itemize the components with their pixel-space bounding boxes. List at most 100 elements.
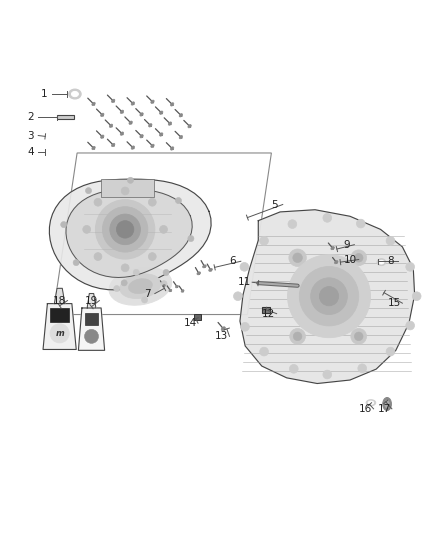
Ellipse shape [203, 265, 206, 268]
Bar [50, 308, 69, 322]
Circle shape [299, 266, 359, 326]
Ellipse shape [176, 285, 178, 288]
Ellipse shape [209, 268, 212, 271]
Ellipse shape [377, 259, 386, 265]
Circle shape [289, 249, 306, 266]
Circle shape [159, 225, 167, 233]
Ellipse shape [162, 285, 165, 287]
Ellipse shape [181, 290, 184, 292]
Circle shape [406, 321, 414, 330]
Text: 9: 9 [343, 240, 350, 249]
Text: 12: 12 [262, 309, 276, 319]
Text: 1: 1 [41, 89, 48, 99]
Circle shape [102, 207, 148, 252]
Circle shape [94, 198, 102, 206]
Ellipse shape [120, 110, 124, 114]
Ellipse shape [168, 122, 172, 125]
Circle shape [95, 200, 155, 259]
Circle shape [357, 219, 365, 228]
Ellipse shape [197, 272, 201, 275]
Ellipse shape [109, 267, 172, 305]
Circle shape [61, 222, 67, 228]
Bar [194, 314, 201, 320]
Ellipse shape [128, 279, 152, 294]
Polygon shape [66, 189, 192, 278]
Circle shape [412, 292, 421, 301]
Circle shape [406, 262, 414, 271]
Ellipse shape [120, 274, 161, 298]
Ellipse shape [159, 133, 163, 136]
Circle shape [114, 286, 120, 292]
Circle shape [73, 260, 79, 265]
Ellipse shape [112, 99, 115, 102]
Ellipse shape [383, 398, 392, 410]
Bar [57, 115, 74, 119]
Polygon shape [49, 179, 211, 290]
Circle shape [85, 329, 99, 343]
Ellipse shape [379, 260, 384, 264]
Circle shape [240, 322, 249, 331]
Circle shape [141, 297, 148, 303]
Circle shape [386, 237, 395, 245]
Polygon shape [240, 210, 415, 384]
Circle shape [290, 365, 298, 373]
Ellipse shape [331, 247, 334, 250]
Circle shape [293, 253, 302, 263]
Circle shape [319, 287, 339, 306]
Circle shape [354, 332, 363, 341]
Circle shape [260, 237, 268, 245]
Ellipse shape [131, 102, 134, 105]
Polygon shape [78, 308, 105, 350]
Circle shape [311, 278, 347, 314]
Ellipse shape [69, 89, 81, 99]
Text: 7: 7 [144, 288, 150, 298]
Text: m: m [55, 329, 64, 338]
Circle shape [133, 269, 139, 276]
Text: 5: 5 [272, 199, 278, 209]
Ellipse shape [92, 102, 95, 106]
Ellipse shape [179, 114, 183, 117]
Ellipse shape [140, 134, 143, 138]
Ellipse shape [366, 400, 376, 406]
Bar [101, 179, 153, 197]
Ellipse shape [110, 124, 113, 127]
Ellipse shape [170, 103, 174, 106]
Circle shape [161, 281, 167, 287]
Text: 4: 4 [27, 147, 34, 157]
Circle shape [290, 328, 305, 344]
Circle shape [188, 236, 194, 241]
Circle shape [293, 332, 302, 341]
Text: 8: 8 [387, 256, 393, 266]
Ellipse shape [120, 132, 124, 135]
Circle shape [175, 198, 181, 204]
Ellipse shape [335, 261, 338, 264]
Circle shape [110, 214, 141, 245]
Ellipse shape [101, 113, 104, 117]
Text: 11: 11 [238, 277, 251, 287]
Ellipse shape [188, 125, 191, 128]
Ellipse shape [129, 121, 132, 124]
Text: 13: 13 [215, 332, 228, 341]
Circle shape [117, 221, 134, 238]
Text: 10: 10 [344, 255, 357, 264]
Ellipse shape [159, 111, 163, 115]
Ellipse shape [131, 146, 134, 149]
Ellipse shape [92, 147, 95, 150]
Circle shape [83, 225, 91, 233]
Circle shape [121, 264, 129, 272]
Circle shape [386, 347, 395, 356]
Polygon shape [87, 294, 96, 308]
Circle shape [358, 364, 367, 373]
Circle shape [240, 262, 249, 271]
Text: 2: 2 [27, 112, 34, 122]
Circle shape [323, 370, 332, 379]
Circle shape [148, 253, 156, 261]
Ellipse shape [148, 124, 152, 127]
Text: 18: 18 [53, 296, 66, 305]
Ellipse shape [179, 135, 183, 139]
Text: 3: 3 [27, 131, 34, 141]
Circle shape [288, 255, 371, 338]
Circle shape [148, 198, 156, 206]
Circle shape [233, 292, 242, 301]
Bar [262, 306, 270, 313]
